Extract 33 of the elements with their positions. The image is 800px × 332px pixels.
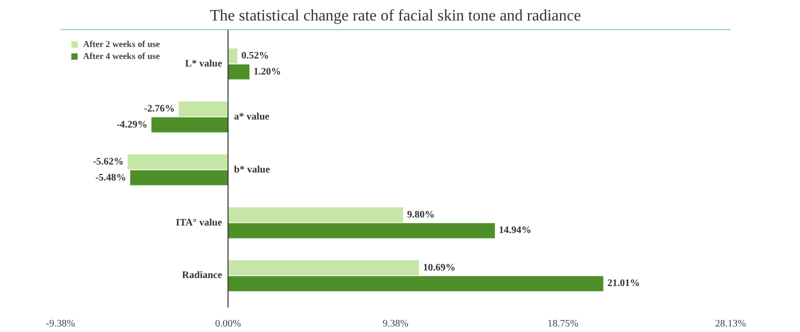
bar bbox=[228, 207, 404, 222]
bar bbox=[130, 170, 228, 186]
legend-label: After 4 weeks of use bbox=[83, 51, 160, 61]
x-tick-label: 0.00% bbox=[215, 318, 241, 330]
x-tick-label: 28.13% bbox=[715, 318, 746, 330]
bar bbox=[228, 48, 238, 64]
data-label: -2.76% bbox=[144, 103, 175, 114]
data-label: -5.48% bbox=[95, 172, 126, 184]
data-label: 1.20% bbox=[253, 66, 281, 78]
data-label: 0.52% bbox=[241, 50, 269, 62]
y-tick-label: ITA° value bbox=[176, 217, 223, 228]
bar bbox=[228, 223, 495, 238]
x-tick-label: -9.38% bbox=[46, 318, 76, 330]
x-tick-label: 9.38% bbox=[382, 318, 409, 330]
data-label: 9.80% bbox=[407, 209, 435, 220]
data-label: 21.01% bbox=[607, 278, 640, 290]
data-label: -4.29% bbox=[116, 119, 148, 130]
bar bbox=[151, 117, 228, 132]
y-tick-label: Radiance bbox=[182, 270, 223, 282]
legend-label: After 2 weeks of use bbox=[83, 39, 160, 49]
bar bbox=[228, 276, 604, 292]
chart-title: The statistical change rate of facial skin tone and radiance bbox=[210, 8, 581, 24]
x-tick-label: 18.75% bbox=[548, 318, 578, 330]
y-tick-label: L* value bbox=[185, 58, 223, 70]
bar bbox=[128, 154, 228, 170]
y-tick-label: a* value bbox=[234, 111, 270, 122]
y-tick-label: b* value bbox=[234, 164, 270, 176]
data-label: 10.69% bbox=[422, 262, 456, 274]
data-label: 14.94% bbox=[498, 225, 532, 236]
bar bbox=[228, 260, 419, 276]
bar bbox=[228, 64, 250, 80]
data-label: -5.62% bbox=[92, 156, 124, 168]
bar bbox=[178, 101, 228, 116]
